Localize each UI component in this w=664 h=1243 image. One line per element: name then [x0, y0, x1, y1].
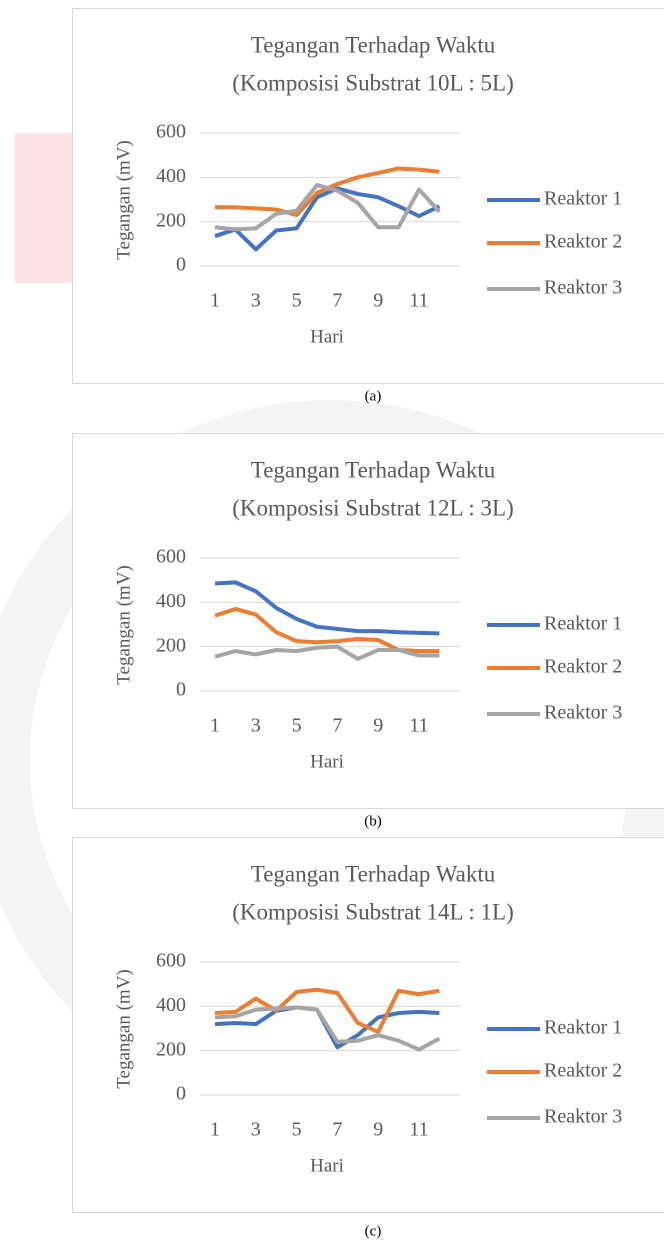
x-tick-label: 7	[332, 715, 342, 737]
series-line	[214, 183, 441, 232]
x-tick-label: 9	[373, 1119, 383, 1141]
series-line	[214, 1005, 441, 1052]
legend-label: Reaktor 2	[544, 231, 622, 253]
chart-frame	[72, 433, 664, 809]
series-line	[214, 580, 440, 636]
legend-label: Reaktor 3	[544, 702, 622, 724]
x-tick-label: 5	[292, 715, 302, 737]
series-line	[214, 987, 440, 1034]
y-tick-label: 200	[156, 1038, 186, 1060]
x-tick-label: 5	[292, 1119, 302, 1141]
x-tick-label: 11	[409, 1119, 428, 1141]
x-tick-label: 1	[210, 290, 220, 312]
x-tick-label: 3	[251, 1119, 261, 1141]
chart-title: Tegangan Terhadap Waktu	[251, 457, 496, 482]
y-tick-label: 200	[156, 634, 186, 656]
x-axis-label: Hari	[310, 751, 344, 772]
y-tick-label: 0	[176, 254, 186, 276]
x-tick-label: 5	[292, 290, 302, 312]
watermark	[15, 133, 75, 283]
x-tick-label: 1	[210, 715, 220, 737]
y-tick-label: 200	[156, 209, 186, 231]
x-tick-label: 1	[210, 1119, 220, 1141]
chart-subtitle: (Komposisi Substrat 14L : 1L)	[232, 899, 514, 924]
y-tick-label: 600	[156, 950, 186, 972]
x-tick-label: 7	[332, 290, 342, 312]
legend-label: Reaktor 3	[544, 277, 622, 299]
y-tick-label: 400	[156, 165, 186, 187]
series-line	[214, 186, 441, 252]
caption: (a)	[365, 388, 382, 404]
y-tick-label: 600	[156, 546, 186, 568]
chart-subtitle: (Komposisi Substrat 12L : 3L)	[232, 495, 514, 520]
caption: (b)	[364, 813, 382, 829]
y-axis-label: Tegangan (mV)	[113, 969, 134, 1088]
y-tick-label: 400	[156, 590, 186, 612]
x-tick-label: 3	[251, 290, 261, 312]
x-axis-label: Hari	[310, 1155, 344, 1176]
x-tick-label: 9	[373, 715, 383, 737]
y-tick-label: 600	[156, 121, 186, 143]
y-axis-label: Tegangan (mV)	[113, 565, 134, 684]
x-axis-label: Hari	[310, 326, 344, 347]
x-tick-label: 7	[332, 1119, 342, 1141]
legend-label: Reaktor 2	[544, 656, 622, 678]
x-tick-label: 11	[409, 715, 428, 737]
legend-label: Reaktor 2	[544, 1060, 622, 1082]
series-line	[214, 644, 440, 661]
x-tick-label: 3	[251, 715, 261, 737]
legend-label: Reaktor 3	[544, 1106, 622, 1128]
legend-label: Reaktor 1	[544, 188, 622, 210]
chart-title: Tegangan Terhadap Waktu	[251, 861, 496, 886]
y-tick-label: 0	[176, 1083, 186, 1105]
y-tick-label: 400	[156, 994, 186, 1016]
y-tick-label: 0	[176, 679, 186, 701]
y-axis-label: Tegangan (mV)	[113, 140, 134, 259]
legend-label: Reaktor 1	[544, 613, 622, 635]
x-tick-label: 11	[409, 290, 428, 312]
chart-subtitle: (Komposisi Substrat 10L : 5L)	[232, 70, 514, 95]
x-tick-label: 9	[373, 290, 383, 312]
legend-label: Reaktor 1	[544, 1017, 622, 1039]
caption: (c)	[365, 1223, 382, 1239]
chart-title: Tegangan Terhadap Waktu	[251, 32, 496, 57]
